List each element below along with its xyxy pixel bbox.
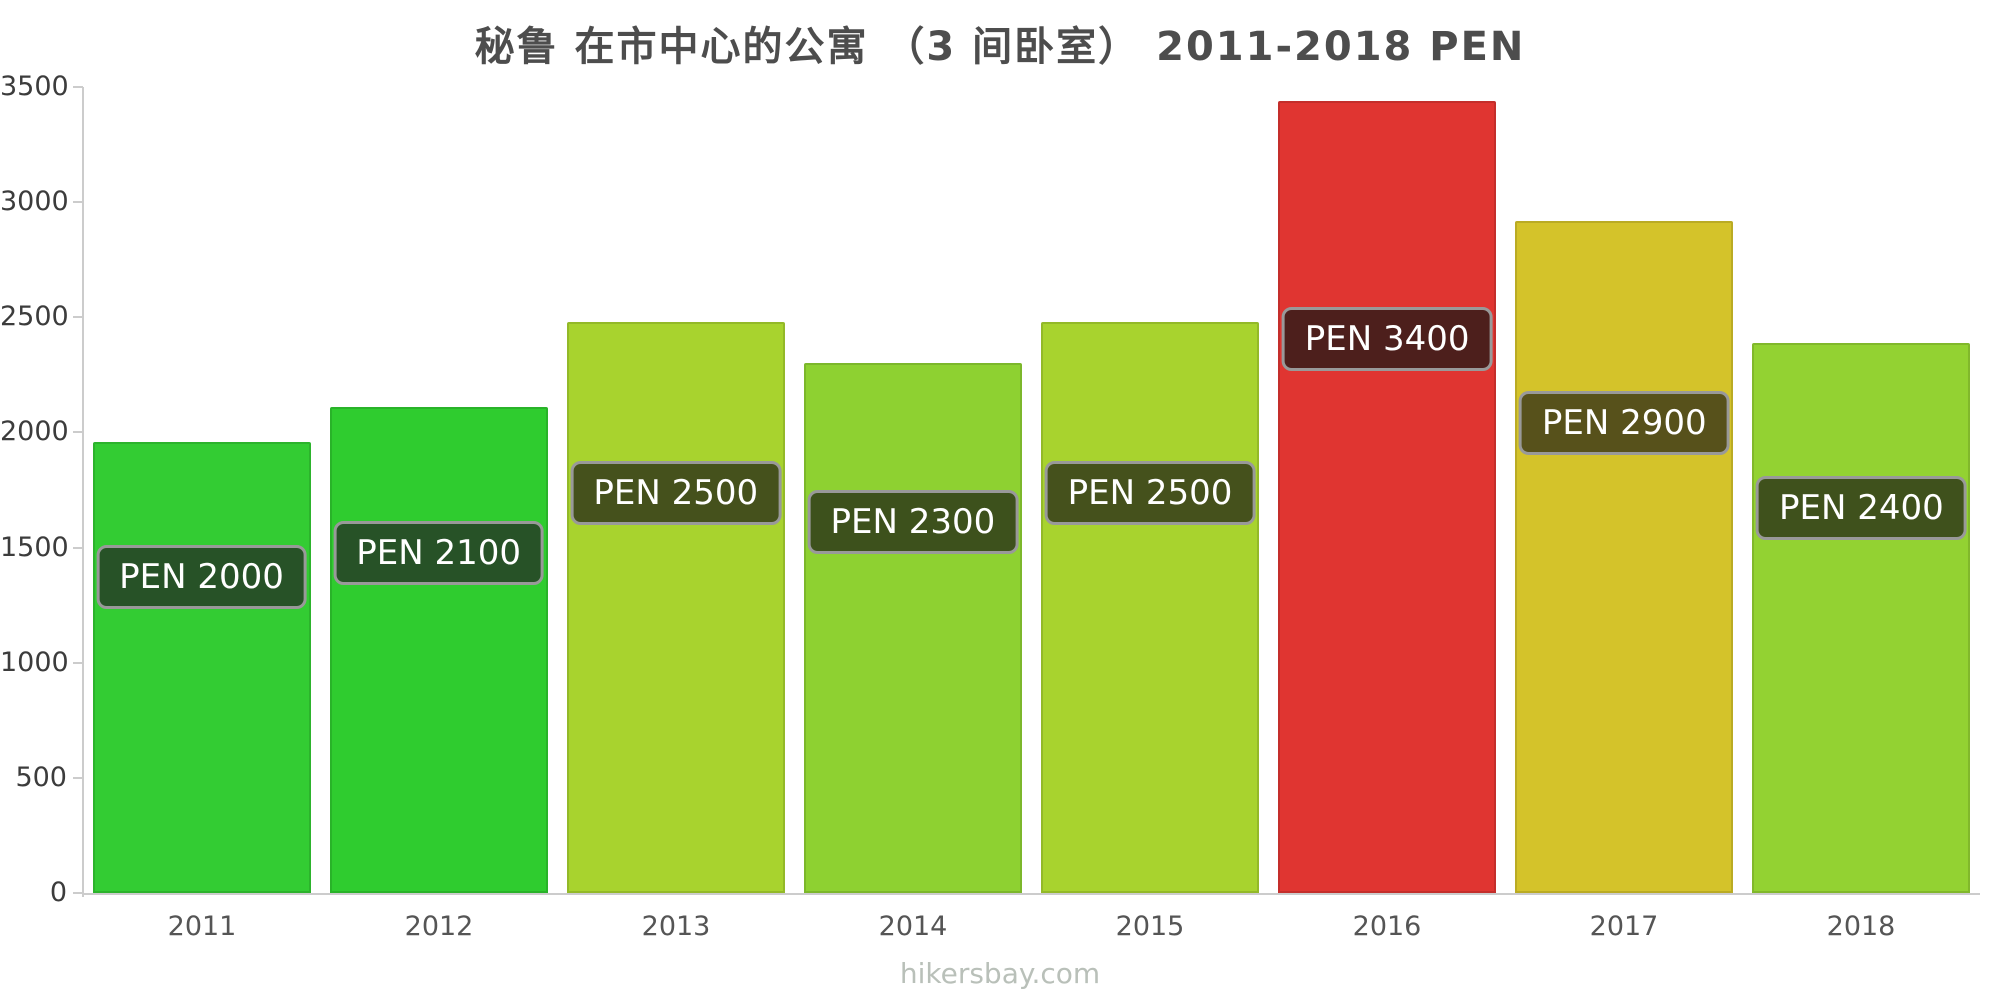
bar-2018 [1752,343,1970,893]
x-tick-label: 2015 [1115,911,1185,942]
y-tick-label: 1000 [0,646,69,678]
x-tick-label: 2018 [1826,911,1896,942]
y-tick-mark [73,546,83,549]
bar-value-label: PEN 2300 [807,490,1019,554]
bar-2015 [1041,322,1259,893]
x-tick-label: 2017 [1589,911,1659,942]
bar-2011 [93,442,311,893]
x-tick-label: 2012 [404,911,474,942]
y-tick-mark [73,86,83,88]
bar-2012 [330,407,548,893]
bar-value-label: PEN 2100 [333,521,545,585]
y-tick-mark [73,776,83,779]
bar-2017 [1515,221,1733,893]
bar-value-label: PEN 3400 [1281,307,1493,371]
y-tick-label: 2000 [0,416,69,448]
y-tick-mark [73,201,83,204]
bar-2016 [1278,101,1496,893]
y-axis-line [82,87,84,897]
y-tick-label: 3500 [0,71,69,102]
y-tick-mark [73,316,83,319]
x-tick-label: 2014 [878,911,948,942]
x-axis-line [83,893,1980,895]
watermark: hikersbay.com [899,957,1101,990]
y-tick-label: 3000 [0,186,69,218]
y-tick-mark [73,431,83,434]
x-tick-label: 2016 [1352,911,1422,942]
chart-title: 秘鲁 在市中心的公寓 （3 间卧室） 2011-2018 PEN [474,24,1526,70]
bar-2014 [804,363,1022,893]
y-tick-mark [73,661,83,664]
y-tick-label: 1500 [0,531,69,563]
bar-value-label: PEN 2000 [96,545,307,609]
y-tick-label: 2500 [0,301,69,333]
bar-value-label: PEN 2900 [1518,391,1730,455]
bar-2013 [567,322,785,893]
y-tick-label: 500 [15,761,67,793]
bar-value-label: PEN 2400 [1756,476,1967,540]
bar-value-label: PEN 2500 [570,461,782,525]
x-tick-label: 2011 [167,911,237,942]
x-tick-label: 2013 [641,911,711,942]
y-tick-mark [73,892,83,894]
y-tick-label: 0 [49,877,67,908]
bar-value-label: PEN 2500 [1044,461,1256,525]
